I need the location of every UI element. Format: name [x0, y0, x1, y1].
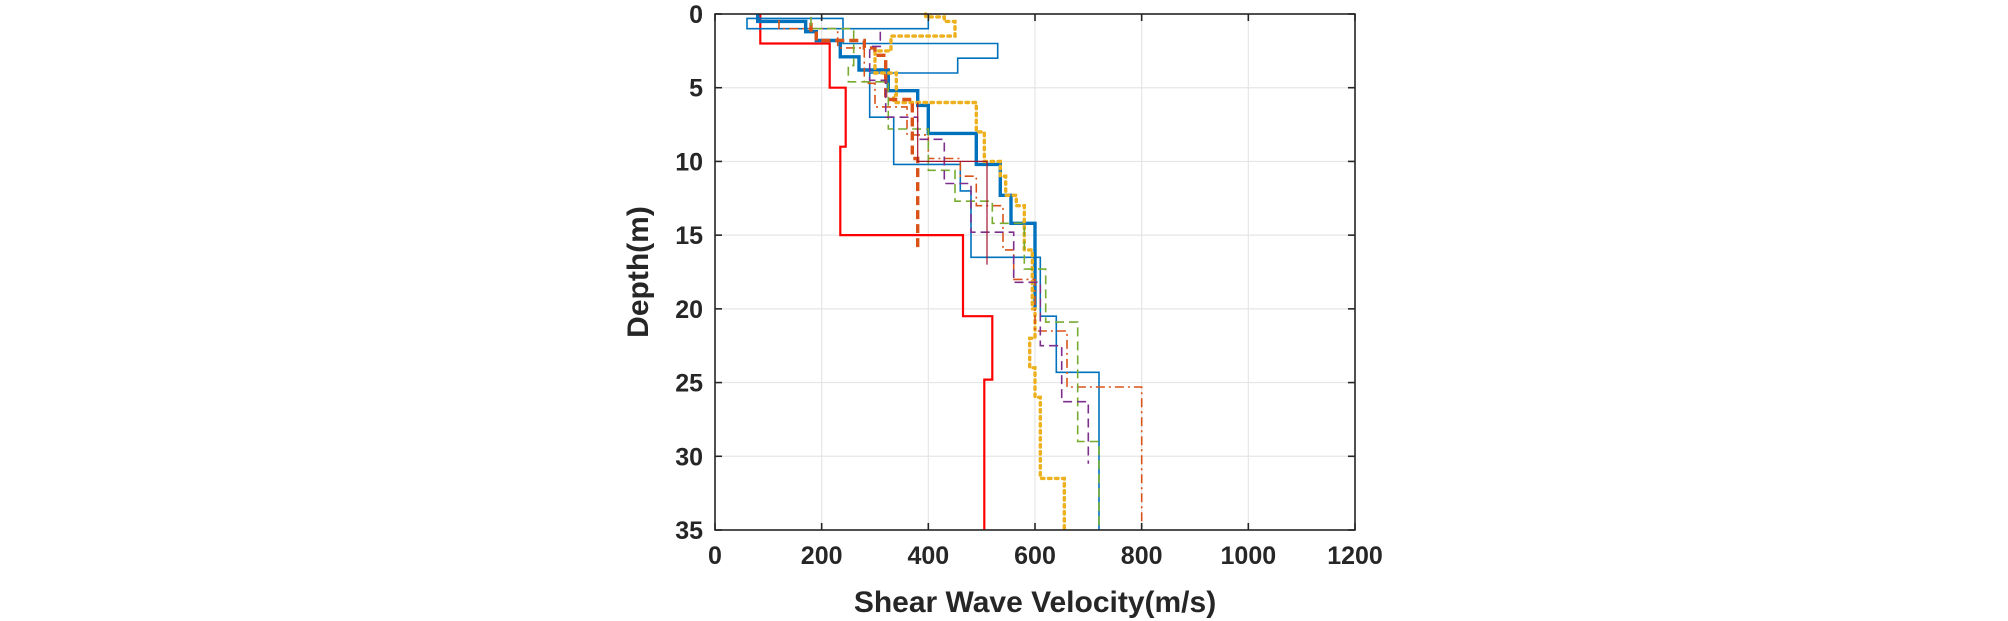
series-line-4 — [873, 12, 1067, 532]
axis-ticks — [714, 13, 1356, 531]
x-tick-label: 600 — [1014, 542, 1056, 570]
x-tick-label: 1200 — [1327, 542, 1383, 570]
x-tick-label: 800 — [1121, 542, 1163, 570]
y-tick-label: 20 — [675, 296, 703, 324]
tick-labels: 0 200 400 600 800 1000 1200 0 5 10 15 20 25 30 35 — [675, 1, 1383, 570]
y-tick-label: 0 — [689, 1, 703, 29]
series-line-7 — [810, 16, 1100, 530]
x-axis-title: Shear Wave Velocity(m/s) — [854, 586, 1216, 619]
series-group — [746, 12, 1143, 532]
series-line-6 — [778, 19, 1143, 530]
y-tick-label: 10 — [675, 148, 703, 176]
x-tick-label: 200 — [801, 542, 843, 570]
x-tick-label: 0 — [708, 542, 722, 570]
y-tick-label: 30 — [675, 443, 703, 471]
x-tick-label: 400 — [907, 542, 949, 570]
y-tick-label: 35 — [675, 517, 703, 545]
series-line-3 — [756, 14, 1037, 309]
y-tick-label: 5 — [689, 75, 703, 103]
series-line-9 — [917, 102, 988, 265]
x-tick-label: 1000 — [1221, 542, 1277, 570]
series-line-5 — [809, 22, 920, 250]
series-line-8 — [868, 31, 1090, 464]
y-tick-label: 25 — [675, 370, 703, 398]
series-line-1 — [759, 14, 994, 530]
series-line-2 — [746, 14, 1100, 530]
y-axis-title: Depth(m) — [622, 206, 655, 338]
y-tick-label: 15 — [675, 222, 703, 250]
